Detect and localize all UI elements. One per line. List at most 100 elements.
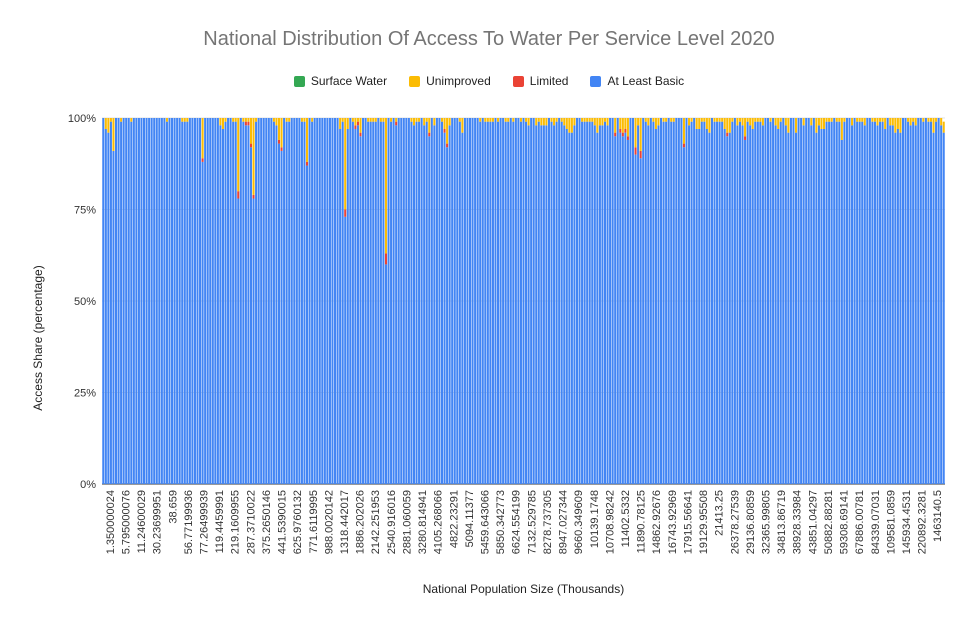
- bar-segment[interactable]: [881, 121, 884, 484]
- bar-segment[interactable]: [354, 118, 357, 126]
- bar-segment[interactable]: [690, 121, 693, 484]
- bar-segment[interactable]: [415, 121, 418, 484]
- bar-segment[interactable]: [466, 118, 469, 484]
- bar-segment[interactable]: [321, 118, 324, 484]
- bar-segment[interactable]: [609, 118, 612, 484]
- bar-segment[interactable]: [306, 161, 309, 166]
- bar-segment[interactable]: [171, 118, 174, 484]
- bar-segment[interactable]: [614, 118, 617, 133]
- bar-segment[interactable]: [805, 118, 808, 484]
- bar-segment[interactable]: [899, 132, 902, 484]
- bar-segment[interactable]: [402, 118, 405, 484]
- bar-segment[interactable]: [884, 128, 887, 485]
- bar-segment[interactable]: [578, 118, 581, 484]
- bar-segment[interactable]: [731, 121, 734, 484]
- bar-segment[interactable]: [244, 118, 247, 122]
- bar-segment[interactable]: [181, 121, 184, 484]
- bar-segment[interactable]: [777, 128, 780, 485]
- bar-segment[interactable]: [871, 121, 874, 484]
- bar-segment[interactable]: [199, 118, 202, 484]
- bar-segment[interactable]: [237, 198, 240, 484]
- bar-segment[interactable]: [397, 118, 400, 484]
- bar-segment[interactable]: [820, 118, 823, 129]
- bar-segment[interactable]: [252, 194, 255, 199]
- bar-segment[interactable]: [390, 121, 393, 484]
- bar-segment[interactable]: [912, 121, 915, 484]
- bar-segment[interactable]: [728, 118, 731, 133]
- bar-segment[interactable]: [851, 125, 854, 484]
- bar-segment[interactable]: [484, 121, 487, 484]
- bar-segment[interactable]: [705, 128, 708, 485]
- bar-segment[interactable]: [369, 118, 372, 122]
- bar-segment[interactable]: [356, 118, 359, 122]
- bar-segment[interactable]: [861, 121, 864, 484]
- bar-segment[interactable]: [823, 118, 826, 129]
- bar-segment[interactable]: [746, 118, 749, 122]
- bar-segment[interactable]: [744, 139, 747, 484]
- bar-segment[interactable]: [400, 118, 403, 484]
- bar-segment[interactable]: [201, 158, 204, 162]
- bar-segment[interactable]: [476, 118, 479, 484]
- bar-segment[interactable]: [873, 121, 876, 484]
- bar-segment[interactable]: [575, 118, 579, 484]
- bar-segment[interactable]: [787, 118, 790, 133]
- bar-segment[interactable]: [802, 118, 805, 126]
- bar-segment[interactable]: [789, 118, 792, 484]
- bar-segment[interactable]: [619, 132, 622, 484]
- bar-segment[interactable]: [660, 118, 663, 484]
- bar-segment[interactable]: [412, 125, 416, 484]
- bar-segment[interactable]: [298, 118, 301, 484]
- bar-segment[interactable]: [244, 125, 247, 484]
- bar-segment[interactable]: [657, 125, 660, 484]
- bar-segment[interactable]: [244, 121, 247, 126]
- bar-segment[interactable]: [453, 118, 456, 484]
- bar-segment[interactable]: [568, 132, 571, 484]
- bar-segment[interactable]: [912, 118, 915, 122]
- bar-segment[interactable]: [461, 132, 464, 484]
- bar-segment[interactable]: [703, 118, 706, 122]
- bar-segment[interactable]: [140, 118, 143, 484]
- bar-segment[interactable]: [407, 118, 410, 484]
- bar-segment[interactable]: [512, 118, 515, 122]
- bar-segment[interactable]: [591, 118, 594, 122]
- bar-segment[interactable]: [497, 118, 500, 122]
- bar-segment[interactable]: [942, 121, 945, 133]
- bar-segment[interactable]: [876, 118, 879, 126]
- bar-segment[interactable]: [300, 121, 303, 484]
- bar-segment[interactable]: [463, 118, 466, 484]
- bar-segment[interactable]: [853, 118, 856, 484]
- bar-segment[interactable]: [868, 118, 871, 484]
- bar-segment[interactable]: [769, 118, 772, 122]
- bar-segment[interactable]: [828, 118, 831, 122]
- bar-segment[interactable]: [387, 118, 390, 484]
- bar-segment[interactable]: [306, 165, 309, 484]
- bar-segment[interactable]: [621, 132, 624, 137]
- bar-segment[interactable]: [440, 118, 444, 122]
- bar-segment[interactable]: [817, 118, 820, 126]
- bar-segment[interactable]: [932, 132, 935, 484]
- bar-segment[interactable]: [817, 125, 820, 484]
- bar-segment[interactable]: [601, 125, 604, 484]
- bar-segment[interactable]: [889, 118, 892, 126]
- bar-segment[interactable]: [677, 118, 680, 484]
- bar-segment[interactable]: [390, 118, 393, 122]
- bar-segment[interactable]: [519, 118, 522, 122]
- bar-segment[interactable]: [647, 125, 650, 484]
- bar-segment[interactable]: [359, 136, 362, 485]
- bar-segment[interactable]: [247, 121, 250, 126]
- bar-segment[interactable]: [726, 118, 729, 133]
- bar-segment[interactable]: [662, 118, 665, 122]
- bar-segment[interactable]: [239, 118, 242, 484]
- bar-segment[interactable]: [491, 121, 494, 484]
- bar-segment[interactable]: [907, 121, 910, 484]
- bar-segment[interactable]: [120, 118, 123, 122]
- bar-segment[interactable]: [306, 118, 309, 162]
- bar-segment[interactable]: [316, 118, 319, 484]
- bar-segment[interactable]: [690, 118, 693, 122]
- bar-segment[interactable]: [670, 121, 673, 484]
- bar-segment[interactable]: [448, 118, 451, 126]
- bar-segment[interactable]: [787, 132, 790, 484]
- bar-segment[interactable]: [909, 118, 912, 126]
- bar-segment[interactable]: [647, 118, 650, 126]
- bar-segment[interactable]: [754, 121, 757, 484]
